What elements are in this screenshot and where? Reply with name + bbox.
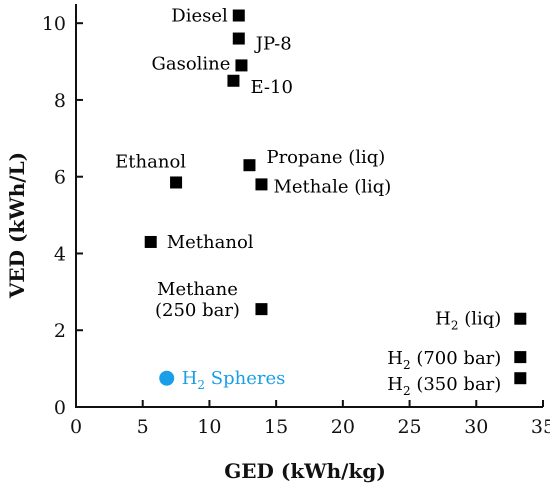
- data-points: [144, 9, 527, 386]
- x-tick-label: 15: [264, 416, 288, 438]
- y-tick-label: 6: [54, 167, 66, 189]
- axes: 0 5 10 15 20 25 30 35 0 2 4 6 8 10: [42, 4, 550, 438]
- axis-frame: [75, 4, 543, 408]
- data-point: [255, 178, 268, 191]
- data-point: [232, 9, 245, 22]
- point-label: H2 Spheres: [182, 368, 286, 392]
- x-tick-label: 0: [70, 416, 82, 438]
- y-tick-label: 2: [54, 320, 66, 342]
- y-tick-label: 4: [54, 243, 66, 265]
- x-tick-label: 35: [531, 416, 550, 438]
- point-label: Propane (liq): [266, 147, 385, 168]
- y-tick-label: 0: [54, 397, 66, 419]
- point-label: H2 (700 bar): [387, 348, 501, 372]
- data-point: [235, 59, 248, 72]
- x-tick-label: 10: [197, 416, 221, 438]
- data-point: [243, 159, 256, 172]
- point-label: Gasoline: [151, 53, 230, 74]
- x-tick-label: 5: [137, 416, 149, 438]
- point-label: Methale (liq): [273, 176, 391, 197]
- point-label: JP-8: [254, 34, 292, 55]
- x-tick-label: 25: [397, 416, 421, 438]
- data-point: [144, 235, 157, 248]
- y-axis-title: VED (kWh/L): [5, 152, 29, 299]
- data-point: [159, 370, 175, 386]
- point-label: H2 (350 bar): [387, 374, 501, 398]
- point-label: E-10: [250, 77, 292, 98]
- x-tick-label: 20: [331, 416, 355, 438]
- point-labels: Diesel JP-8 Gasoline E-10 Ethanol Propane (li…: [115, 6, 501, 399]
- point-label: Ethanol: [115, 151, 186, 172]
- data-point: [170, 176, 183, 189]
- x-axis-title: GED (kWh/kg): [224, 459, 386, 483]
- data-point: [514, 372, 527, 385]
- point-label: H2 (liq): [435, 309, 501, 333]
- x-tick-label: 30: [464, 416, 488, 438]
- y-tick-label: 8: [54, 90, 66, 112]
- point-label: Methanol: [167, 232, 254, 253]
- y-tick-label: 10: [42, 13, 66, 35]
- data-point: [227, 74, 240, 87]
- data-point: [232, 32, 245, 45]
- point-label: Diesel: [171, 6, 228, 27]
- point-label: Methane (250 bar): [155, 279, 240, 321]
- data-point: [514, 312, 527, 325]
- data-point: [255, 303, 268, 316]
- data-point: [514, 351, 527, 364]
